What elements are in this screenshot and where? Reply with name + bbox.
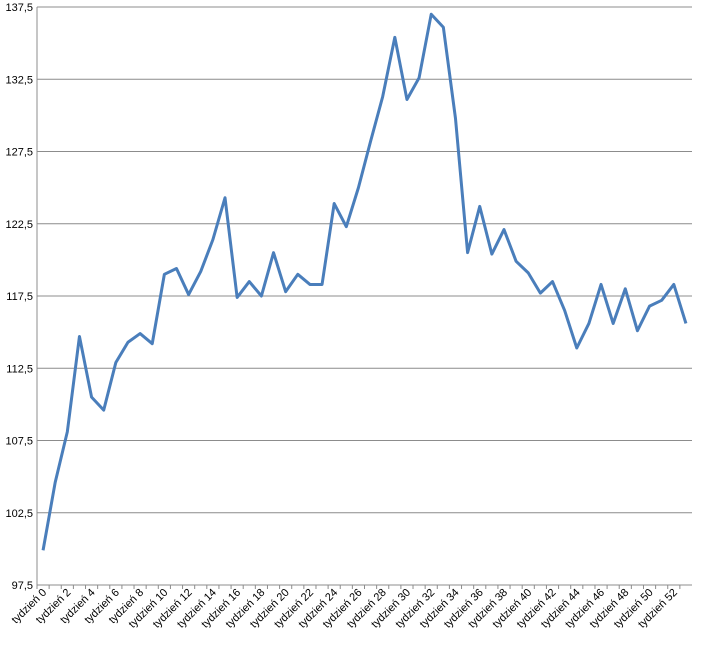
y-tick-label: 137,5 [5, 2, 33, 14]
y-tick-label: 107,5 [5, 436, 33, 448]
y-tick-label: 127,5 [5, 147, 33, 159]
y-tick-label: 132,5 [5, 74, 33, 86]
y-tick-label: 122,5 [5, 219, 33, 231]
data-line [41, 12, 688, 551]
y-tick-label: 102,5 [5, 508, 33, 520]
y-tick-label: 117,5 [6, 291, 33, 303]
y-tick-label: 112,5 [6, 363, 33, 375]
y-tick-label: 97,5 [12, 580, 33, 592]
